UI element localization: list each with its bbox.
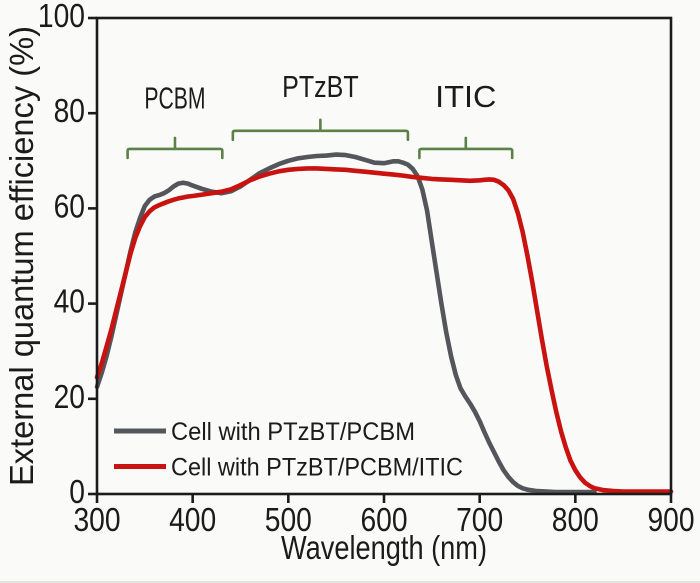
bracket-pcbm bbox=[126, 136, 224, 160]
legend-label-ptzbt-pcbm: Cell with PTzBT/PCBM bbox=[171, 418, 415, 446]
bracket-itic bbox=[418, 136, 514, 160]
axis-ticks: 300 400 500 600 700 800 900 0 20 40 60 80 100 bbox=[38, 0, 695, 538]
x-axis-label: Wavelength (nm) bbox=[281, 529, 487, 566]
annotation-label-ptzbt: PTzBT bbox=[282, 69, 359, 104]
bracket-ptzbt bbox=[231, 118, 410, 142]
y-tick-label: 100 bbox=[38, 0, 85, 34]
y-tick-label: 60 bbox=[54, 187, 85, 224]
legend: Cell with PTzBT/PCBM Cell with PTzBT/PCB… bbox=[114, 418, 463, 482]
figure-bottom-edge bbox=[0, 581, 700, 583]
y-tick-label: 20 bbox=[54, 378, 85, 415]
y-tick-label: 0 bbox=[69, 473, 85, 510]
series-curve-1 bbox=[94, 166, 674, 494]
y-tick-label: 40 bbox=[54, 283, 85, 320]
legend-label-ptzbt-pcbm-itic: Cell with PTzBT/PCBM/ITIC bbox=[171, 454, 463, 482]
x-tick-label: 600 bbox=[360, 501, 407, 538]
x-tick-label: 400 bbox=[169, 501, 216, 538]
x-tick-label: 800 bbox=[552, 501, 599, 538]
curves bbox=[94, 152, 674, 495]
y-tick-label: 80 bbox=[54, 92, 85, 129]
x-tick-label: 500 bbox=[265, 501, 312, 538]
x-tick-label: 900 bbox=[647, 501, 694, 538]
x-tick-label: 300 bbox=[73, 501, 120, 538]
annotation-label-pcbm: PCBM bbox=[144, 80, 205, 115]
x-tick-label: 700 bbox=[456, 501, 503, 538]
series-curve-0 bbox=[94, 152, 597, 495]
y-axis-label: External quantum efficiency (%) bbox=[3, 26, 40, 486]
annotation-label-itic: ITIC bbox=[435, 79, 496, 114]
material-range-annotations: PCBM PTzBT ITIC bbox=[126, 69, 514, 160]
